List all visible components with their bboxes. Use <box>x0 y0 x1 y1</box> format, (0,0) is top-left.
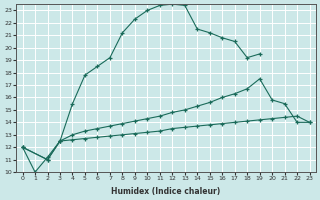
X-axis label: Humidex (Indice chaleur): Humidex (Indice chaleur) <box>111 187 221 196</box>
